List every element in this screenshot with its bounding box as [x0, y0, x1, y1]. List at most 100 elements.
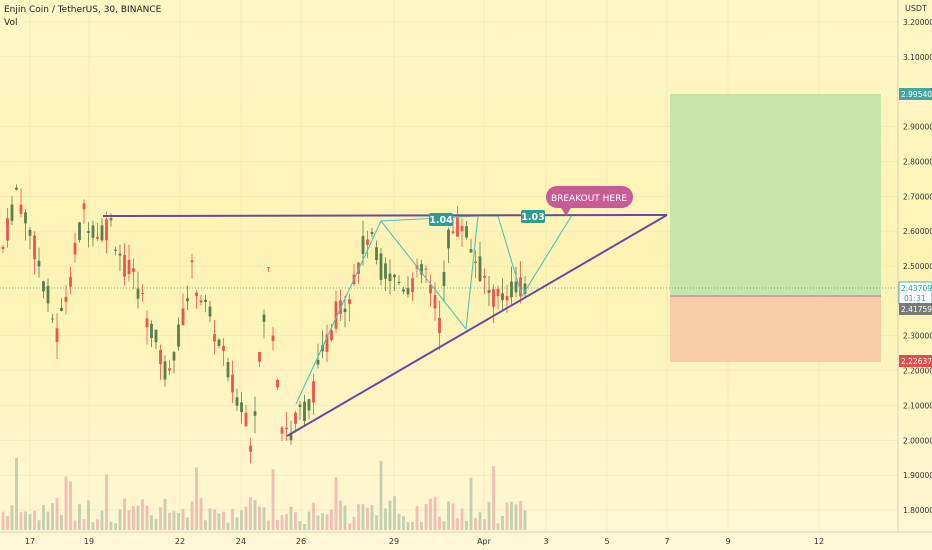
candle-body: [271, 335, 275, 342]
volume-bar: [199, 498, 203, 530]
currency-label: USDT: [905, 4, 927, 13]
candle-body: [379, 253, 383, 280]
volume-bar: [82, 519, 86, 530]
ratio-label-1[interactable]: 1.04: [429, 213, 453, 226]
volume-bar: [384, 508, 387, 530]
volume-bar: [226, 522, 230, 530]
price-label-last-text: 2.43709: [901, 284, 932, 293]
candle-body: [388, 273, 392, 282]
volume-bar: [352, 516, 356, 530]
volume-bar: [253, 500, 257, 530]
candle-body: [78, 222, 81, 241]
volume-legend[interactable]: Vol: [4, 18, 17, 28]
candle-body: [190, 260, 194, 263]
candle-body: [172, 352, 176, 361]
y-tick-label: 2.70000: [903, 192, 932, 201]
candle-body: [253, 411, 257, 416]
price-label-stop-text: 2.22637: [901, 357, 932, 366]
pattern-drawings[interactable]: [102, 214, 668, 437]
volume-bar: [78, 504, 81, 530]
volume-bar: [240, 510, 243, 530]
volume-bar: [172, 511, 176, 530]
price-axis[interactable]: USDT 3.20000 3.10000 2.90000 2.80000 2.70000…: [897, 0, 932, 532]
candle-body: [298, 404, 302, 408]
candle-body: [262, 314, 266, 322]
breakout-callout[interactable]: BREAKOUT HERE: [546, 186, 633, 216]
candle-body: [235, 397, 239, 406]
price-label-last[interactable]: 2.43709 01:31: [898, 281, 932, 305]
candle-body: [6, 218, 9, 241]
ascending-support-trendline[interactable]: [286, 214, 668, 437]
candle-body: [460, 225, 464, 232]
volume-bar: [415, 506, 419, 530]
candle-body: [384, 263, 387, 279]
volume-bar: [519, 500, 522, 530]
volume-bar: [312, 502, 315, 530]
volume-bar: [73, 520, 77, 530]
candle-body: [91, 225, 95, 238]
volume-bar: [267, 520, 270, 530]
time-axis[interactable]: 17 19 22 24 26 29 Apr 3 5 7 9 12: [0, 531, 932, 546]
volume-bar: [222, 511, 225, 530]
volume-bar: [465, 520, 468, 530]
candle-body: [249, 445, 252, 452]
volume-bar: [334, 477, 338, 530]
candle-body: [420, 264, 423, 275]
candle-body: [240, 402, 243, 413]
candle-body: [397, 281, 401, 283]
candle-body: [37, 260, 41, 267]
volume-bar: [325, 514, 329, 530]
chart-header: Enjin Coin / TetherUS, 30, BINANCE Vol: [4, 5, 162, 28]
volume-bar: [429, 498, 432, 530]
candle-body: [276, 379, 279, 388]
candle-body: [456, 217, 459, 237]
candle-body: [370, 232, 374, 235]
y-tick-label: 2.10000: [903, 401, 932, 410]
candle-body: [258, 352, 261, 362]
x-tick-label: 7: [664, 537, 669, 546]
volume-bar: [154, 518, 158, 530]
price-label-entry-box: [899, 303, 932, 315]
candle-body: [28, 229, 32, 236]
volume-bar: [397, 513, 401, 530]
volume-bar: [303, 523, 306, 530]
price-label-target[interactable]: 2.99540: [899, 88, 932, 100]
risk-reward-tool[interactable]: [670, 94, 881, 362]
y-tick-label: 2.80000: [903, 157, 932, 166]
price-label-stop-box: [899, 355, 932, 367]
candle-body: [82, 203, 86, 210]
price-label-stop[interactable]: 2.22637: [899, 355, 932, 367]
ratio-label-2[interactable]: 1.03: [521, 210, 545, 223]
symbol-title[interactable]: Enjin Coin / TetherUS, 30, BINANCE: [4, 5, 162, 15]
volume-bar: [298, 521, 302, 530]
x-tick-label: 12: [814, 537, 824, 546]
volume-bar: [15, 457, 18, 530]
volume-bar: [28, 514, 32, 530]
profit-zone[interactable]: [670, 94, 881, 296]
resistance-trendline[interactable]: [102, 214, 668, 217]
volume-bar: [330, 509, 333, 530]
volume-bar: [69, 481, 72, 530]
candle-body: [19, 204, 23, 214]
price-label-entry[interactable]: 2.41759: [899, 303, 932, 315]
volume-bar: [181, 508, 185, 530]
candle-body: [217, 339, 221, 346]
candle-body: [15, 187, 18, 190]
candle-body: [492, 289, 495, 307]
x-tick-label: 5: [604, 537, 609, 546]
loss-zone[interactable]: [670, 296, 881, 362]
ratio-label-1-text: 1.04: [429, 215, 453, 226]
y-tick-label: 2.90000: [903, 123, 932, 132]
volume-bar: [64, 476, 68, 530]
candle-body: [348, 299, 351, 304]
candle-body: [366, 239, 369, 245]
volume-bar: [469, 477, 473, 530]
y-tick-label: 2.30000: [903, 332, 932, 341]
volume-bar: [24, 511, 27, 530]
volume-bar: [46, 511, 50, 530]
volume-bar: [433, 496, 437, 530]
volume-bar: [496, 523, 500, 530]
volume-bar: [87, 500, 90, 530]
candle-body: [46, 285, 50, 304]
